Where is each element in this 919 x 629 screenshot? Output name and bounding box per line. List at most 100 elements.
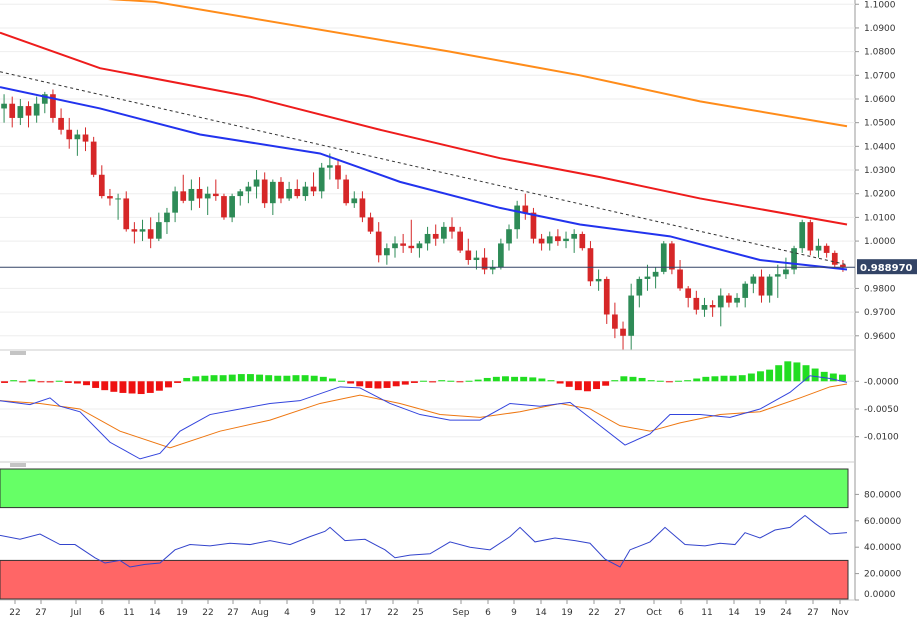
candle-body xyxy=(58,117,64,130)
x-tick-label: 27 xyxy=(35,608,46,618)
candle-body xyxy=(82,134,89,142)
x-tick-label: 27 xyxy=(807,608,818,618)
histogram-bar xyxy=(838,374,846,382)
x-tick-label: 6 xyxy=(485,608,491,618)
x-tick-label: 19 xyxy=(176,608,188,618)
histogram-bar xyxy=(829,373,837,382)
y-tick-label: 1.0200 xyxy=(864,190,896,200)
histogram-bar xyxy=(429,381,437,383)
y-tick-label: 80.0000 xyxy=(864,490,901,500)
histogram-bar xyxy=(784,361,792,382)
histogram-panel: -0.0000 -0.0050 -0.0100 xyxy=(0,361,899,460)
histogram-bar xyxy=(802,365,810,382)
histogram-bar xyxy=(456,381,464,383)
histogram-bar xyxy=(711,376,719,382)
candle-body xyxy=(286,188,292,199)
pane-resize-handle-icon[interactable] xyxy=(9,351,27,356)
histogram-bar xyxy=(702,376,710,382)
histogram-bar xyxy=(529,377,537,382)
candle-body xyxy=(294,188,301,197)
candle-body xyxy=(709,305,716,308)
sma-55-line xyxy=(0,86,848,271)
candle-body xyxy=(432,233,439,239)
candle-body xyxy=(489,267,496,270)
x-tick-label: 9 xyxy=(511,608,517,618)
candle-body xyxy=(180,191,187,201)
last-price-value: 0.988970 xyxy=(860,263,913,274)
histogram-bar xyxy=(265,375,273,382)
candle-body xyxy=(652,271,659,277)
candle-body xyxy=(245,186,252,192)
x-tick-label: 19 xyxy=(561,608,573,618)
histogram-bar xyxy=(274,375,282,382)
histogram-bar xyxy=(547,380,555,382)
candle-body xyxy=(514,205,521,230)
histogram-bar xyxy=(365,381,373,388)
candle-body xyxy=(17,106,24,118)
candlesticks xyxy=(1,89,846,350)
candle-body xyxy=(677,269,683,289)
histogram-bar xyxy=(219,375,227,382)
candle-body xyxy=(742,283,749,298)
histogram-bar xyxy=(174,381,182,383)
candle-body xyxy=(563,238,569,242)
y-tick-label: 1.0500 xyxy=(864,119,896,129)
oversold-zone xyxy=(0,559,849,600)
histogram-bar xyxy=(620,376,628,382)
candle-body xyxy=(196,188,203,199)
candle-body xyxy=(367,217,374,232)
candle-body xyxy=(41,94,48,104)
candle-body xyxy=(90,141,97,175)
histogram-bar xyxy=(128,381,136,394)
candle-body xyxy=(269,181,276,204)
y-tick-label: -0.0050 xyxy=(864,405,899,415)
y-tick-label: 60.0000 xyxy=(864,517,901,527)
x-tick-label: 6 xyxy=(99,608,105,618)
histogram-bar xyxy=(374,381,382,389)
histogram-bar xyxy=(811,368,819,382)
candle-body xyxy=(139,229,146,232)
histogram-bar xyxy=(656,380,664,382)
price-panel: 1.1000 1.0900 1.0800 1.0700 1.0600 1.0500 1.04… xyxy=(0,0,917,350)
x-tick-label: 19 xyxy=(754,608,766,618)
x-tick-label: 24 xyxy=(780,608,792,618)
candle-body xyxy=(473,257,480,261)
histogram-bar xyxy=(183,377,191,382)
histogram-bar xyxy=(593,381,601,390)
candle-body xyxy=(424,233,431,244)
histogram-bar xyxy=(192,376,200,382)
x-tick-label: Sep xyxy=(453,608,470,618)
x-tick-label: Nov xyxy=(831,608,849,618)
candle-body xyxy=(123,198,130,230)
candle-body xyxy=(726,295,732,303)
histogram-bar xyxy=(383,381,391,388)
histogram-bar xyxy=(246,374,254,382)
candle-body xyxy=(571,233,578,239)
y-tick-label: 1.0800 xyxy=(864,48,896,58)
histogram-bar xyxy=(83,381,90,386)
histogram-bar xyxy=(256,374,264,382)
x-tick-label: 14 xyxy=(149,608,161,618)
candle-body xyxy=(302,186,309,197)
candle-body xyxy=(660,243,667,272)
candle-body xyxy=(441,226,447,239)
histogram-bar xyxy=(73,381,81,384)
histogram-bar xyxy=(775,365,783,382)
histogram-bar xyxy=(310,375,318,382)
x-tick-label: 27 xyxy=(227,608,238,618)
candle-body xyxy=(628,295,635,336)
histogram-bar xyxy=(502,376,509,382)
candle-body xyxy=(237,191,244,197)
x-tick-label: Aug xyxy=(251,608,269,618)
x-tick-label: 12 xyxy=(334,608,345,618)
histogram-bar xyxy=(301,375,309,382)
y-tick-label: 1.0100 xyxy=(864,213,896,223)
candle-body xyxy=(766,276,773,296)
histogram-bar xyxy=(119,381,127,393)
histogram-bar xyxy=(474,379,482,382)
y-tick-label: 1.0700 xyxy=(864,71,896,81)
candle-body xyxy=(498,243,504,268)
histogram-bar xyxy=(101,381,109,391)
pane-resize-handle-icon[interactable] xyxy=(9,463,27,468)
